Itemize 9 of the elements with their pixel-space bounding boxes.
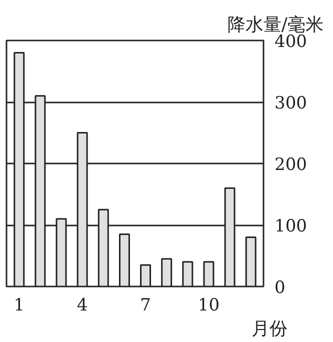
- x-axis-title: 月份: [252, 318, 288, 340]
- x-tick-label: 4: [76, 296, 88, 316]
- y-tick-label: 100: [274, 216, 307, 236]
- y-tick-label: 300: [274, 94, 307, 114]
- x-tick-label: 1: [14, 296, 25, 316]
- x-tick-label: 10: [198, 296, 220, 316]
- x-tick-label: 7: [140, 296, 151, 316]
- y-tick-label: 0: [274, 278, 286, 298]
- y-tick-label: 200: [274, 155, 307, 175]
